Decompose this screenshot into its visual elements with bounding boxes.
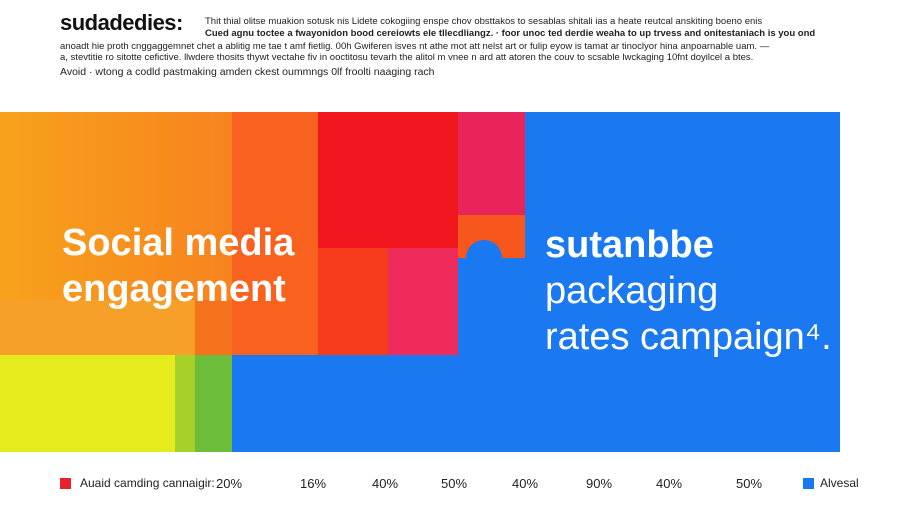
pink-block [388, 248, 458, 355]
left-text: Social media engagement [62, 220, 294, 312]
header-title: sudadedies: [60, 10, 183, 35]
yellow-block [0, 355, 175, 452]
legend-swatch [803, 478, 814, 489]
red-block [318, 112, 458, 248]
header-line: a, stevtitie ro sitotte cefictive. llwde… [60, 52, 754, 63]
percentage: 40% [512, 476, 539, 491]
legend-label: Alvesal [820, 476, 859, 490]
orange-block [195, 300, 232, 355]
green-block [195, 355, 232, 452]
orange-block [232, 112, 318, 355]
header-line: Avoid · wtong a codld pastmaking amden c… [60, 66, 435, 78]
percentage: 90% [586, 476, 613, 491]
header-line: Cued agnu toctee a fwayonidon bood cerei… [205, 28, 816, 39]
right-text: sutanbbe packaging rates campaign⁴. [545, 222, 832, 360]
percentage: 50% [441, 476, 468, 491]
legend-label: Auaid camding cannaigir: [80, 476, 215, 490]
orange-block [0, 300, 232, 355]
percentage: 40% [372, 476, 399, 491]
percentage: 16% [300, 476, 327, 491]
right-text-line: packaging [545, 270, 719, 312]
left-text-line: Social media [62, 222, 295, 264]
blue-block [232, 355, 840, 452]
header-line: anoadt hie proth cnggaggemnet chet a abl… [60, 41, 770, 52]
legend-swatch [60, 478, 71, 489]
right-text-line: sutanbbe [545, 224, 714, 266]
green-block [175, 355, 195, 452]
pink-block [458, 112, 525, 215]
right-text-line: rates campaign⁴. [545, 316, 832, 358]
percentage: 40% [656, 476, 683, 491]
percentage: 50% [736, 476, 763, 491]
percentage: 20% [216, 476, 243, 491]
left-text-line: engagement [62, 268, 286, 310]
red-orange-block [318, 248, 388, 355]
blue-block [458, 258, 525, 355]
header-line: Thit thial olitse muakion sotusk nis Lid… [205, 16, 763, 27]
